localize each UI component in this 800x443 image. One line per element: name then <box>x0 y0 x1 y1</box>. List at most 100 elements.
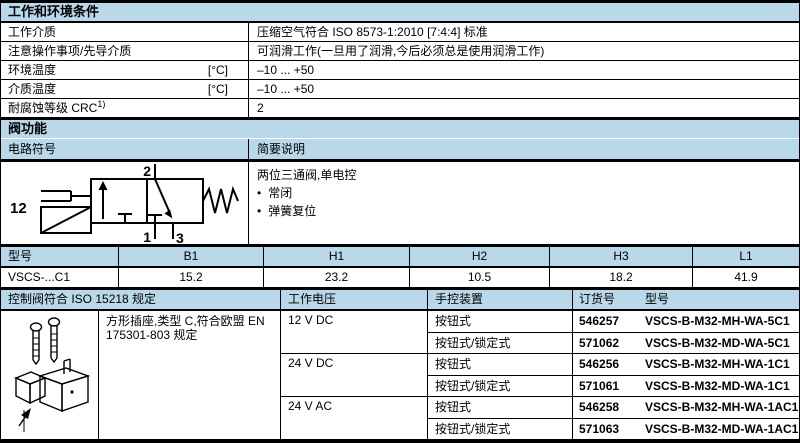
circuit-symbol-cell: 12 <box>1 162 249 245</box>
valve-description-title: 两位三通阀,单电控 <box>257 168 357 182</box>
type-code: VSCS-B-M32-MD-WA-1C1 <box>645 378 790 393</box>
ordering-row: 按钮式 546257 VSCS-B-M32-MH-WA-5C1 <box>428 311 799 332</box>
condition-unit: [°C] <box>207 62 228 77</box>
part-number: 571063 <box>579 421 620 436</box>
type-code: VSCS-B-M32-MD-WA-5C1 <box>645 335 790 350</box>
condition-row-pilot-medium: 注意操作事项/先导介质 可润滑工作(一旦用了润滑,今后必须总是使用润滑工作) <box>1 41 799 60</box>
dimensions-header-b1: B1 <box>119 247 264 266</box>
dimensions-data-row: VSCS-...C1 15.2 23.2 10.5 18.2 41.9 <box>1 266 799 287</box>
valve-illustration-cell <box>1 311 99 439</box>
valve-illustration <box>13 317 90 432</box>
manual-override-cell: 按钮式/锁定式 <box>428 332 573 353</box>
condition-label-cell: 介质温度 [°C] <box>1 80 249 98</box>
manual-override-cell: 按钮式 <box>428 311 573 332</box>
condition-label: 工作介质 <box>8 24 57 39</box>
footnote-marker: 1) <box>97 98 106 109</box>
condition-row-ambient-temp: 环境温度 [°C] –10 ... +50 <box>1 60 799 79</box>
condition-row-medium-temp: 介质温度 [°C] –10 ... +50 <box>1 79 799 98</box>
condition-label-cell: 环境温度 [°C] <box>1 61 249 79</box>
type-code: VSCS-B-M32-MH-WA-1C1 <box>645 357 790 372</box>
manual-override-cell: 按钮式/锁定式 <box>428 375 573 396</box>
part-cell: 546256 VSCS-B-M32-MH-WA-1C1 <box>573 354 799 375</box>
valve-function-subheader: 电路符号 简要说明 <box>1 138 799 159</box>
port-label-3: 3 <box>176 230 184 245</box>
valve-feature-item: • 弹簧复位 <box>257 204 791 218</box>
ordering-header-part-no: 订货号 <box>579 292 616 307</box>
condition-label-cell: 耐腐蚀等级 CRC1) <box>1 99 249 117</box>
part-cell: 546257 VSCS-B-M32-MH-WA-5C1 <box>573 311 799 332</box>
connector-note: 方形插座,类型 C,符合欧盟 EN 175301-803 规定 <box>99 311 281 439</box>
ordering-row: 按钮式/锁定式 571063 VSCS-B-M32-MD-WA-1AC1 <box>428 417 799 440</box>
valve-feature-text: 弹簧复位 <box>268 203 317 218</box>
type-code: VSCS-B-M32-MH-WA-1AC1 <box>645 400 799 415</box>
dimension-l1-value: 41.9 <box>734 270 758 285</box>
dimension-h3-value: 18.2 <box>550 268 693 287</box>
section-title-valve-function: 阀功能 <box>1 117 799 138</box>
voltage-group-24vdc: 24 V DC <box>281 353 427 396</box>
ordering-row: 按钮式 546258 VSCS-B-M32-MH-WA-1AC1 <box>428 396 799 418</box>
condition-label: 介质温度 <box>8 81 57 96</box>
condition-row-corrosion: 耐腐蚀等级 CRC1) 2 <box>1 98 799 117</box>
condition-row-medium: 工作介质 压缩空气符合 ISO 8573-1:2010 [7:4:4] 标准 <box>1 21 799 41</box>
ordering-header-control: 控制阀符合 ISO 15218 规定 <box>1 290 281 309</box>
valve-feature-item: • 常闭 <box>257 186 791 200</box>
part-number: 571062 <box>579 335 620 350</box>
circuit-symbol-drawing: 12 <box>10 163 239 245</box>
condition-label: 环境温度 <box>8 62 57 77</box>
dimensions-header-type: 型号 <box>1 247 119 266</box>
dimensions-header-h3: H3 <box>550 247 693 266</box>
manual-override-cell: 按钮式/锁定式 <box>428 418 573 439</box>
valve-description-cell: 两位三通阀,单电控 • 常闭 • 弹簧复位 <box>249 162 799 244</box>
ordering-header-part-type: 订货号 型号 <box>573 290 799 309</box>
condition-unit: [°C] <box>207 81 228 96</box>
part-number: 546256 <box>579 357 620 372</box>
condition-value: 2 <box>257 100 264 115</box>
part-cell: 571063 VSCS-B-M32-MD-WA-1AC1 <box>573 419 799 440</box>
bullet-icon: • <box>257 203 262 218</box>
ordering-header-type: 型号 <box>645 292 670 307</box>
ordering-row: 按钮式/锁定式 571061 VSCS-B-M32-MD-WA-1C1 <box>428 374 799 397</box>
condition-label-cell: 注意操作事项/先导介质 <box>1 42 249 60</box>
dimensions-header-h1: H1 <box>264 247 410 266</box>
ordering-body: 方形插座,类型 C,符合欧盟 EN 175301-803 规定 12 V DC … <box>1 309 799 439</box>
part-number: 546258 <box>579 400 620 415</box>
dimensions-header-row: 型号 B1 H1 H2 H3 L1 <box>1 244 799 266</box>
ordering-header-voltage: 工作电压 <box>281 290 428 309</box>
dimension-type-cell: VSCS-...C1 <box>1 268 119 287</box>
dimensions-header-h2: H2 <box>410 247 550 266</box>
valve-function-content: 12 <box>1 159 799 245</box>
ordering-header-manual: 手控装置 <box>428 290 573 309</box>
condition-label: 注意操作事项/先导介质 <box>8 43 132 58</box>
ordering-header-row: 控制阀符合 ISO 15218 规定 工作电压 手控装置 订货号 型号 <box>1 287 799 309</box>
dimension-h1-value: 23.2 <box>264 268 410 287</box>
section-title-conditions: 工作和环境条件 <box>1 0 799 21</box>
condition-value: 压缩空气符合 ISO 8573-1:2010 [7:4:4] 标准 <box>257 24 488 39</box>
condition-label-cell: 工作介质 <box>1 23 249 41</box>
voltage-column: 12 V DC 24 V DC 24 V AC <box>281 311 428 439</box>
ordering-row: 按钮式 546256 VSCS-B-M32-MH-WA-1C1 <box>428 353 799 375</box>
port-label-1: 1 <box>143 229 151 245</box>
ordering-rows: 按钮式 546257 VSCS-B-M32-MH-WA-5C1 按钮式/锁定式 … <box>428 311 799 439</box>
circuit-symbol-header: 电路符号 <box>1 139 249 159</box>
part-cell: 546258 VSCS-B-M32-MH-WA-1AC1 <box>573 397 799 418</box>
part-number: 546257 <box>579 314 620 329</box>
part-cell: 571061 VSCS-B-M32-MD-WA-1C1 <box>573 376 799 397</box>
dimensions-header-l1: L1 <box>739 249 753 264</box>
manual-override-cell: 按钮式 <box>428 397 573 418</box>
type-code: VSCS-B-M32-MH-WA-5C1 <box>645 314 790 329</box>
voltage-group-24vac: 24 V AC <box>281 396 427 439</box>
port-label-12: 12 <box>10 200 27 217</box>
voltage-group-12vdc: 12 V DC <box>288 313 334 327</box>
manual-override-cell: 按钮式 <box>428 354 573 375</box>
type-code: VSCS-B-M32-MD-WA-1AC1 <box>645 421 799 436</box>
condition-value: 可润滑工作(一旦用了润滑,今后必须总是使用润滑工作) <box>257 43 545 58</box>
condition-label: 耐腐蚀等级 CRC1) <box>8 98 106 115</box>
brief-description-header: 简要说明 <box>257 141 306 156</box>
bullet-icon: • <box>257 186 262 201</box>
port-label-2: 2 <box>143 163 151 179</box>
dimension-h2-value: 10.5 <box>410 268 550 287</box>
valve-feature-text: 常闭 <box>268 186 293 201</box>
part-cell: 571062 VSCS-B-M32-MD-WA-5C1 <box>573 333 799 354</box>
condition-value: –10 ... +50 <box>257 62 315 77</box>
